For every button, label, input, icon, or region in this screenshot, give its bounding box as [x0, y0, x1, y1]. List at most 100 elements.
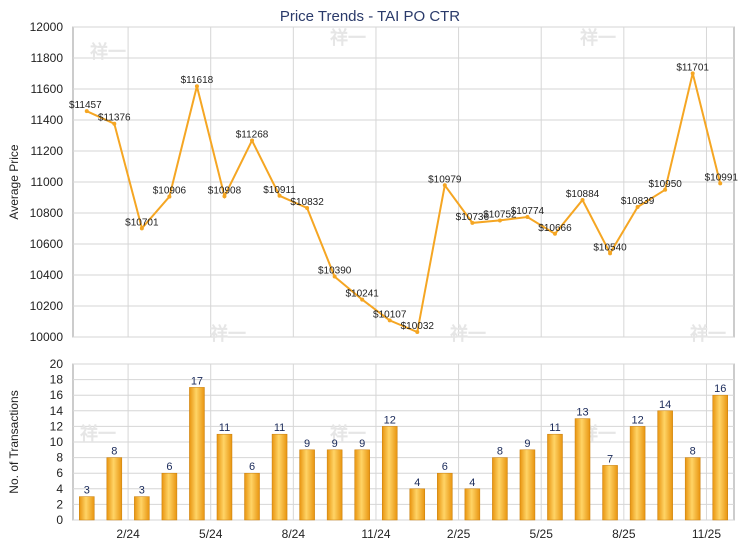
price-data-labels: $11457 $11376 $10701 $10906 $11618 $10908 $112… [69, 62, 738, 332]
price-point [718, 181, 723, 186]
transactions-data-label: 16 [714, 383, 726, 395]
watermark-text: 祥一 [330, 423, 366, 444]
price-point [690, 71, 695, 76]
price-point [222, 194, 227, 199]
transactions-bar [657, 410, 673, 521]
price-point [497, 218, 502, 223]
price-data-label: $10032 [401, 321, 435, 332]
transactions-data-label: 4 [414, 477, 420, 489]
transactions-bar [464, 488, 481, 521]
transactions-bar [354, 449, 370, 521]
x-tick-label: 5/24 [199, 527, 223, 541]
transactions-data-label: 9 [304, 438, 310, 450]
watermark-text: 祥一 [450, 323, 486, 344]
transactions-bar [602, 465, 618, 521]
price-point [525, 215, 530, 220]
transactions-bar [547, 433, 563, 521]
price-y-tick-label: 11000 [31, 175, 64, 189]
price-point [250, 138, 255, 143]
transactions-bar [437, 472, 453, 521]
price-y-tick-label: 10400 [30, 268, 64, 282]
x-tick-label: 2/24 [116, 527, 140, 541]
transactions-data-label: 12 [384, 414, 396, 426]
transactions-data-label: 9 [332, 438, 338, 450]
transactions-bar [629, 426, 646, 521]
price-data-label: $10752 [483, 209, 517, 220]
price-point [305, 206, 310, 211]
transactions-bar [79, 496, 95, 521]
price-data-label: $10911 [263, 185, 296, 196]
transactions-bar [189, 387, 205, 521]
price-point [552, 231, 557, 236]
price-series-line [86, 73, 722, 334]
transactions-y-tick-label: 18 [50, 373, 64, 387]
price-data-label: $10832 [290, 197, 324, 208]
price-point [442, 183, 447, 188]
price-point [415, 330, 420, 335]
transactions-bar [244, 472, 260, 521]
transactions-bar [381, 426, 398, 521]
transactions-bar [684, 457, 701, 521]
price-point [608, 251, 613, 256]
transactions-y-tick-label: 0 [56, 513, 63, 527]
transactions-y-tick-label: 2 [56, 497, 63, 511]
transactions-bar [492, 457, 508, 521]
transactions-data-label: 11 [549, 422, 560, 434]
transactions-bar [271, 433, 288, 521]
transactions-y-tick-label: 10 [50, 435, 64, 449]
watermark-text: 祥一 [330, 27, 366, 48]
x-tick-label: 5/25 [530, 527, 554, 541]
price-point [663, 187, 668, 192]
transactions-data-label: 4 [469, 477, 475, 489]
price-data-label: $10906 [153, 186, 187, 197]
price-point [387, 318, 392, 323]
price-point [360, 297, 365, 302]
transactions-y-tick-label: 4 [56, 482, 63, 496]
x-tick-label: 2/25 [447, 527, 471, 541]
transactions-bars [79, 387, 728, 521]
price-point [194, 84, 199, 89]
price-data-label: $10736 [456, 212, 490, 223]
price-data-label: $10774 [511, 206, 545, 217]
price-data-label: $10666 [538, 223, 572, 234]
x-tick-label: 8/25 [612, 527, 636, 541]
transactions-y-tick-label: 16 [50, 388, 64, 402]
price-data-label: $10991 [705, 172, 739, 183]
transactions-y-tick-label: 12 [50, 419, 64, 433]
transactions-bar [712, 394, 728, 521]
price-data-label: $10979 [428, 174, 462, 185]
transactions-bar [216, 433, 233, 521]
price-y-tick-label: 10200 [30, 299, 64, 313]
transactions-gridlines [73, 363, 734, 521]
price-point [112, 121, 117, 126]
price-y-ticks: 10000 10200 10400 10600 10800 11000 11200 11400… [30, 20, 64, 344]
price-data-label: $10390 [318, 266, 352, 277]
price-data-label: $10107 [373, 309, 407, 320]
transactions-data-label: 6 [442, 461, 448, 473]
price-data-label: $10884 [566, 189, 600, 200]
transactions-bar [326, 449, 343, 521]
price-data-label: $11268 [236, 129, 269, 140]
price-point [580, 197, 585, 202]
price-point [470, 220, 475, 225]
transactions-bar [161, 472, 178, 521]
transactions-data-label: 6 [249, 461, 255, 473]
transactions-x-ticks: 2/24 5/24 8/24 11/24 2/25 5/25 8/25 11/25 [116, 527, 721, 541]
price-y-tick-label: 11600 [31, 82, 64, 96]
price-point [277, 193, 282, 198]
transactions-bar [134, 496, 150, 521]
price-data-label: $10540 [593, 242, 627, 253]
watermark-text: 祥一 [580, 27, 616, 48]
price-data-label: $10950 [648, 179, 682, 190]
price-y-tick-label: 10600 [30, 237, 64, 251]
price-data-label: $11457 [69, 100, 102, 111]
x-tick-label: 8/24 [282, 527, 306, 541]
watermark-text: 祥一 [90, 41, 126, 62]
transactions-data-label: 12 [631, 414, 643, 426]
price-point [139, 226, 144, 231]
